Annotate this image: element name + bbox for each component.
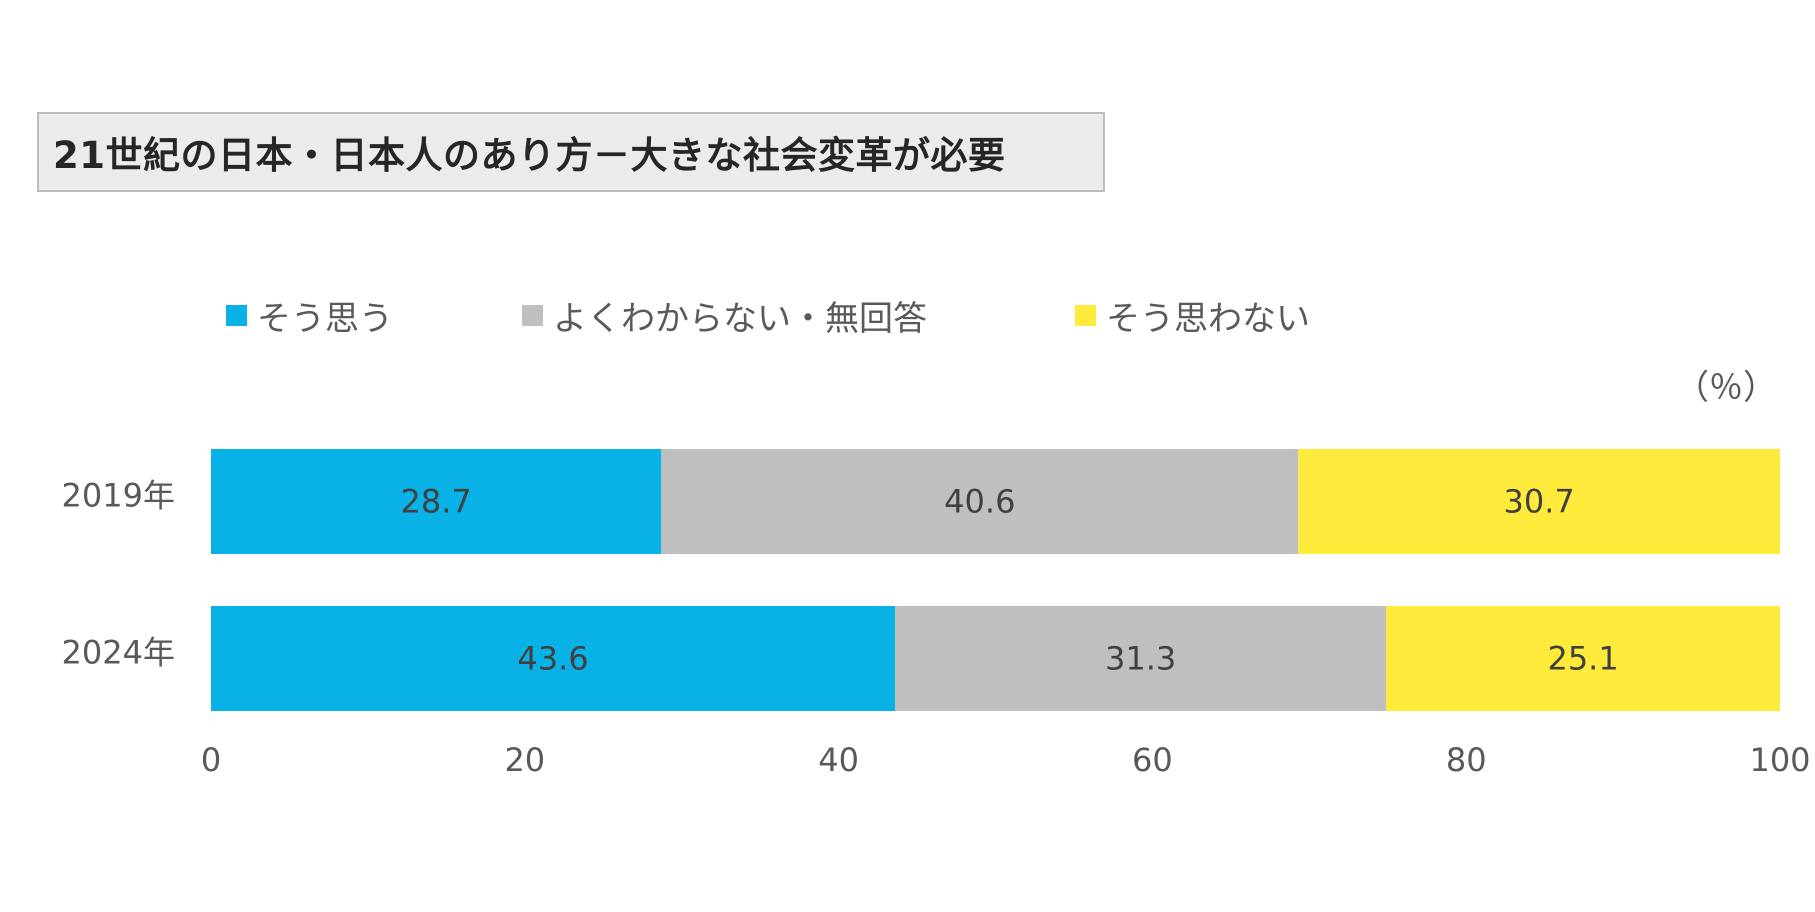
unit-label: （％） [1675, 368, 1777, 408]
x-tick-label: 100 [1749, 741, 1810, 779]
category-label: 2019年 [62, 477, 175, 515]
data-label: 40.6 [944, 483, 1015, 521]
x-tick-label: 60 [1132, 741, 1173, 779]
legend-label-disagree: そう思わない [1106, 298, 1310, 339]
x-tick-label: 0 [201, 741, 221, 779]
x-tick-label: 80 [1446, 741, 1487, 779]
chart-title: 21世紀の日本・日本人のあり方－大きな社会変革が必要 [53, 134, 1006, 177]
bar-segment [1386, 606, 1780, 711]
legend-swatch-disagree [1075, 304, 1096, 326]
data-label: 31.3 [1105, 640, 1176, 678]
legend-item-agree: そう思う [226, 295, 393, 339]
bar-segment [895, 606, 1387, 711]
category-label: 2024年 [62, 634, 175, 672]
legend-swatch-agree [226, 304, 247, 326]
legend-label-agree: そう思う [257, 298, 393, 339]
x-tick-label: 20 [504, 741, 545, 779]
data-label: 30.7 [1504, 483, 1575, 521]
bar-segment [661, 449, 1299, 554]
legend-item-unsure: よくわからない・無回答 [522, 295, 927, 339]
chart-title-box: 21世紀の日本・日本人のあり方－大きな社会変革が必要 [37, 112, 1105, 192]
bar-segment [211, 449, 662, 554]
legend-swatch-unsure [522, 304, 543, 326]
legend-item-disagree: そう思わない [1075, 295, 1310, 339]
x-tick-label: 40 [818, 741, 859, 779]
legend-label-unsure: よくわからない・無回答 [553, 298, 927, 339]
bar-segment [211, 606, 896, 711]
data-label: 43.6 [517, 640, 588, 678]
bar-segment [1298, 449, 1780, 554]
data-label: 28.7 [401, 483, 472, 521]
data-label: 25.1 [1547, 640, 1618, 678]
